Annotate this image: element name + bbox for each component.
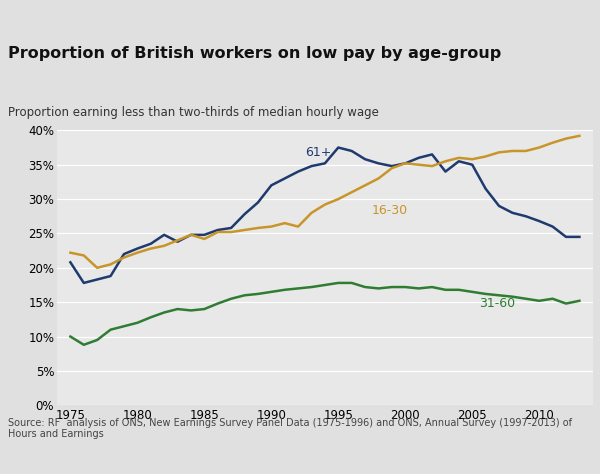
Text: 31-60: 31-60 — [479, 297, 515, 310]
Text: 61+: 61+ — [305, 146, 331, 159]
Text: Proportion of British workers on low pay by age-group: Proportion of British workers on low pay… — [8, 46, 501, 61]
Text: Proportion earning less than two-thirds of median hourly wage: Proportion earning less than two-thirds … — [8, 106, 379, 118]
Text: 16-30: 16-30 — [372, 204, 408, 217]
Text: Source: RF  analysis of ONS, New Earnings Survey Panel Data (1975-1996) and ONS,: Source: RF analysis of ONS, New Earnings… — [8, 418, 572, 439]
